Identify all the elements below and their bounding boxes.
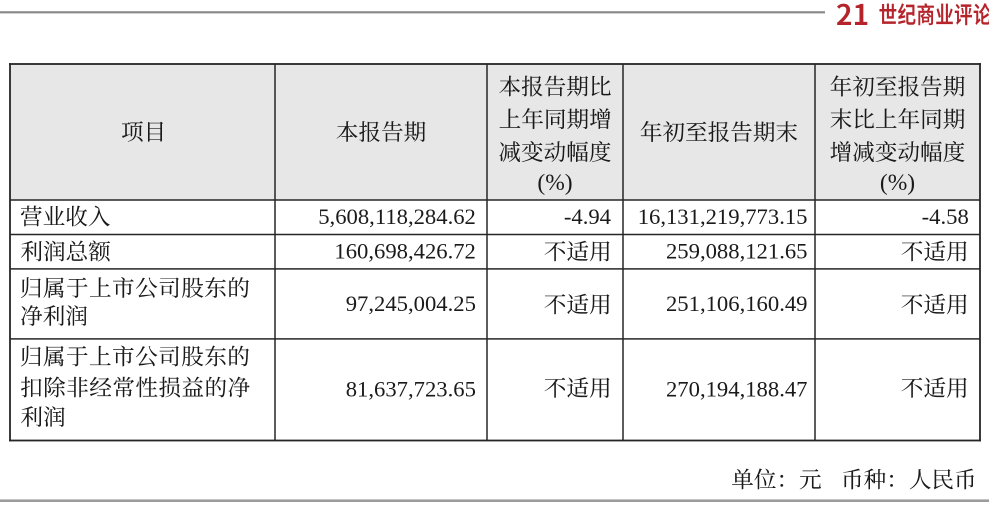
svg-text:270,194,188.47: 270,194,188.47 [666, 376, 808, 401]
svg-text:81,637,723.65: 81,637,723.65 [346, 376, 476, 401]
svg-text:160,698,426.72: 160,698,426.72 [334, 238, 476, 263]
svg-text:-4.58: -4.58 [922, 204, 969, 229]
svg-text:251,106,160.49: 251,106,160.49 [666, 291, 808, 316]
svg-text:259,088,121.65: 259,088,121.65 [666, 238, 808, 263]
svg-text:-4.94: -4.94 [564, 204, 611, 229]
svg-text:(%): (%) [880, 170, 915, 196]
svg-text:97,245,004.25: 97,245,004.25 [346, 291, 476, 316]
svg-text:16,131,219,773.15: 16,131,219,773.15 [638, 204, 808, 229]
svg-text:(%): (%) [537, 170, 572, 196]
svg-text:5,608,118,284.62: 5,608,118,284.62 [318, 204, 476, 229]
